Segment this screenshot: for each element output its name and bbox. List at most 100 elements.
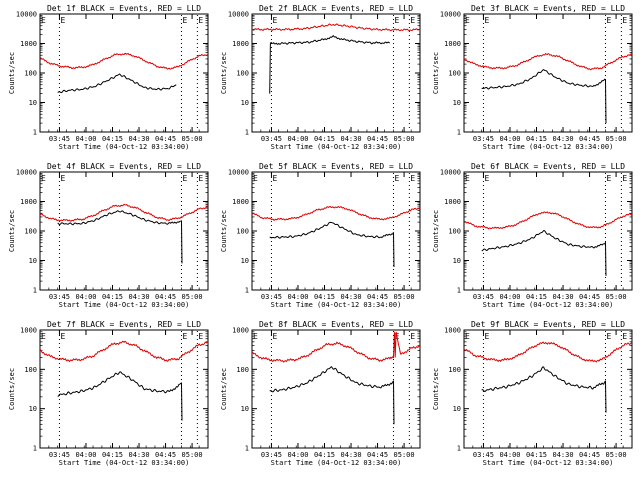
x-tick-label: 04:00 <box>499 293 520 301</box>
y-tick-label: 10 <box>241 99 249 107</box>
event-marker-label: E <box>41 16 46 25</box>
y-axis-label: Counts/sec <box>432 368 440 410</box>
x-tick-label: 04:45 <box>155 135 176 143</box>
plot-frame <box>39 171 209 291</box>
x-axis-label: Start Time (04-Oct-12 03:34:00) <box>271 143 402 151</box>
events-series-line <box>57 210 183 264</box>
chart-title: Det 6f BLACK = Events, RED = LLD <box>471 162 625 171</box>
y-tick-label: 10 <box>453 405 461 413</box>
x-tick-label: 04:30 <box>552 293 573 301</box>
x-tick-label: 05:00 <box>394 451 415 459</box>
y-tick-label: 1000 <box>20 40 37 48</box>
y-tick-label: 1 <box>245 445 249 453</box>
x-tick-label: 03:45 <box>473 451 494 459</box>
y-tick-label: 10 <box>29 99 37 107</box>
y-tick-label: 1 <box>33 287 37 295</box>
y-tick-label: 10 <box>29 257 37 265</box>
x-tick-label: 04:00 <box>287 293 308 301</box>
lld-series-line <box>251 205 421 221</box>
events-series-line <box>269 34 391 94</box>
event-marker-label: E <box>484 16 489 25</box>
y-tick-label: 10000 <box>16 169 37 177</box>
x-tick-label: 04:45 <box>579 451 600 459</box>
event-marker-label: E <box>465 16 470 25</box>
x-tick-label: 04:00 <box>287 135 308 143</box>
event-marker-label: E <box>272 174 277 183</box>
y-tick-label: 10 <box>241 405 249 413</box>
events-series-line <box>481 68 607 124</box>
x-tick-label: 04:15 <box>526 293 547 301</box>
x-tick-label: 04:45 <box>579 293 600 301</box>
y-tick-label: 100 <box>24 366 37 374</box>
y-tick-label: 1 <box>457 445 461 453</box>
event-marker-label: E <box>394 174 399 183</box>
y-tick-label: 10000 <box>228 11 249 19</box>
x-tick-label: 04:30 <box>128 451 149 459</box>
x-tick-label: 03:45 <box>473 293 494 301</box>
plot-frame <box>39 329 209 449</box>
event-marker-label: E <box>182 174 187 183</box>
x-tick-label: 04:00 <box>499 451 520 459</box>
x-tick-label: 04:45 <box>367 451 388 459</box>
event-marker-label: E <box>410 16 415 25</box>
plot-frame <box>463 171 633 291</box>
y-tick-label: 1 <box>245 287 249 295</box>
chart-title: Det 8f BLACK = Events, RED = LLD <box>259 320 413 329</box>
x-tick-label: 05:00 <box>182 451 203 459</box>
y-axis-label: Counts/sec <box>8 210 16 252</box>
x-axis-label: Start Time (04-Oct-12 03:34:00) <box>59 301 190 309</box>
events-series-line <box>481 366 607 413</box>
y-tick-label: 100 <box>24 70 37 78</box>
x-tick-label: 05:00 <box>606 293 627 301</box>
x-tick-label: 04:15 <box>526 451 547 459</box>
event-marker-label: E <box>410 174 415 183</box>
x-tick-label: 04:00 <box>75 293 96 301</box>
events-series-line <box>481 230 607 276</box>
event-marker-label: E <box>394 16 399 25</box>
chart-panel-3: Det 3f BLACK = Events, RED = LLD 1 10 100 10… <box>432 4 633 151</box>
event-marker-label: E <box>198 16 203 25</box>
x-tick-label: 04:30 <box>340 135 361 143</box>
x-tick-label: 05:00 <box>182 135 203 143</box>
chart-panel-8: Det 8f BLACK = Events, RED = LLD 1 10 100 10… <box>220 320 421 467</box>
plot-frame <box>463 329 633 449</box>
x-tick-label: 04:00 <box>499 135 520 143</box>
y-axis-label: Counts/sec <box>432 52 440 94</box>
lld-series-line <box>39 52 209 70</box>
event-marker-label: E <box>182 16 187 25</box>
x-tick-label: 05:00 <box>182 293 203 301</box>
y-axis-label: Counts/sec <box>8 52 16 94</box>
x-tick-label: 04:30 <box>552 135 573 143</box>
events-series-line <box>269 366 395 425</box>
y-tick-label: 1 <box>457 129 461 137</box>
x-tick-label: 05:00 <box>606 451 627 459</box>
chart-panel-5: Det 5f BLACK = Events, RED = LLD 1 10 100 10… <box>220 162 421 309</box>
y-tick-label: 100 <box>24 228 37 236</box>
x-tick-label: 05:00 <box>394 135 415 143</box>
x-tick-label: 04:00 <box>75 451 96 459</box>
event-marker-label: E <box>182 332 187 341</box>
x-axis-label: Start Time (04-Oct-12 03:34:00) <box>271 459 402 467</box>
event-marker-label: E <box>272 332 277 341</box>
lld-series-line <box>463 211 633 230</box>
chart-panel-4: Det 4f BLACK = Events, RED = LLD 1 10 100 10… <box>8 162 209 309</box>
x-tick-label: 03:45 <box>473 135 494 143</box>
y-axis-label: Counts/sec <box>220 368 228 410</box>
event-marker-label: E <box>41 174 46 183</box>
y-tick-label: 1 <box>33 129 37 137</box>
x-tick-label: 04:15 <box>102 135 123 143</box>
x-tick-label: 04:15 <box>314 293 335 301</box>
y-tick-label: 1000 <box>444 40 461 48</box>
x-tick-label: 03:45 <box>49 451 70 459</box>
event-marker-label: E <box>484 332 489 341</box>
chart-title: Det 1f BLACK = Events, RED = LLD <box>47 4 201 13</box>
chart-panel-2: Det 2f BLACK = Events, RED = LLD 1 10 100 10… <box>220 4 421 151</box>
event-marker-label: E <box>253 332 258 341</box>
x-tick-label: 04:45 <box>155 451 176 459</box>
event-marker-label: E <box>465 332 470 341</box>
y-tick-label: 100 <box>448 366 461 374</box>
chart-title: Det 3f BLACK = Events, RED = LLD <box>471 4 625 13</box>
event-marker-label: E <box>484 174 489 183</box>
y-tick-label: 100 <box>448 70 461 78</box>
y-tick-label: 10000 <box>16 11 37 19</box>
